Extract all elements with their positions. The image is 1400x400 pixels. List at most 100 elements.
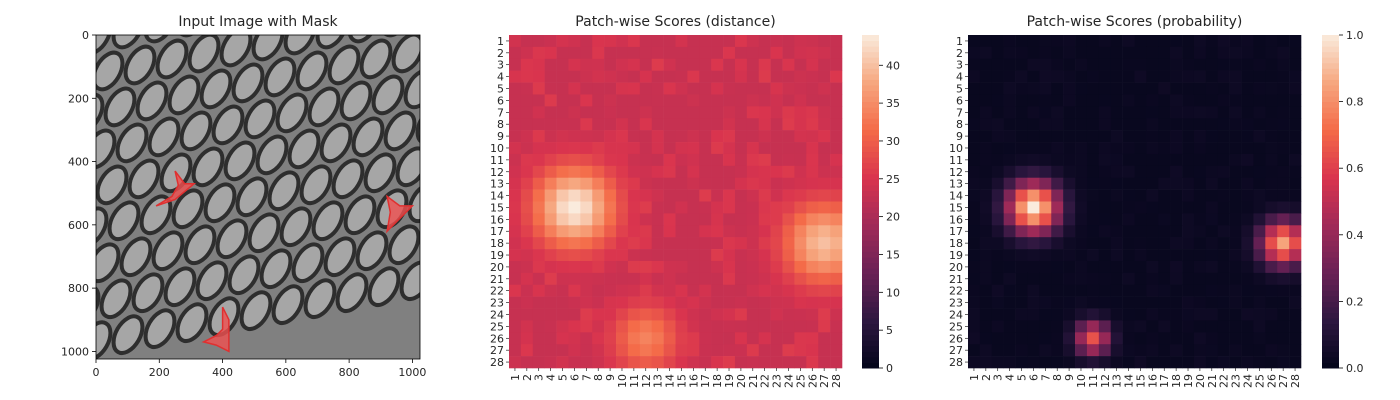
heatmap-cell	[675, 213, 688, 226]
heatmap-x-tick-label: 22	[1218, 374, 1231, 388]
heatmap-cell	[1086, 58, 1100, 71]
heatmap-cell	[639, 308, 653, 321]
heatmap-cell	[1015, 308, 1028, 321]
heatmap-cell	[663, 213, 676, 226]
heatmap-cell	[651, 260, 664, 274]
heatmap-cell	[639, 177, 653, 190]
colorbar-segment	[862, 312, 879, 319]
heatmap-cell	[1229, 284, 1242, 297]
heatmap-cell	[1217, 118, 1230, 131]
heatmap-cell	[1027, 225, 1040, 238]
heatmap-cell	[991, 118, 1004, 131]
heatmap-cell	[734, 356, 748, 369]
heatmap-cell	[627, 213, 641, 226]
heatmap-cell	[1027, 201, 1040, 214]
heatmap-cell	[627, 142, 641, 155]
heatmap-cell	[1134, 35, 1147, 48]
colorbar-segment	[862, 107, 879, 114]
heatmap-cell	[723, 82, 736, 95]
heatmap-cell	[723, 332, 736, 345]
heatmap-cell	[1003, 130, 1016, 143]
heatmap-cell	[1217, 213, 1230, 226]
heatmap-cell	[734, 344, 748, 357]
heatmap-cell	[532, 46, 545, 60]
heatmap-cell	[556, 82, 569, 95]
heatmap-cell	[1241, 58, 1254, 71]
heatmap-cell	[1289, 142, 1302, 155]
heatmap-cell	[1122, 106, 1135, 119]
heatmap-cell	[1098, 249, 1112, 262]
mesh-cell	[160, 0, 201, 4]
mask-region-1	[155, 170, 197, 207]
heatmap-cell	[1086, 344, 1100, 357]
heatmap-cell	[968, 284, 981, 297]
heatmap-cell	[758, 118, 771, 131]
heatmap-cell	[520, 260, 534, 274]
heatmap-cell	[675, 356, 688, 369]
heatmap-cell	[1241, 46, 1254, 60]
heatmap-y-tick-label: 15	[490, 201, 504, 214]
heatmap-y-tick-label: 11	[490, 154, 504, 167]
heatmap-cell	[770, 308, 783, 321]
heatmap-cell	[1193, 153, 1207, 167]
heatmap-cell	[544, 106, 557, 119]
colorbar-segment	[1322, 257, 1339, 264]
heatmap-cell	[1086, 249, 1100, 262]
heatmap-cell	[627, 249, 641, 262]
heatmap-cell	[663, 177, 676, 190]
heatmap-y-tick-label: 27	[949, 344, 963, 357]
heatmap-cell	[1170, 130, 1183, 143]
heatmap-cell	[734, 118, 748, 131]
mesh-cell	[171, 188, 205, 230]
heatmap-cell	[639, 189, 653, 202]
heatmap-cell	[818, 308, 831, 321]
heatmap-cell	[1015, 82, 1028, 95]
colorbar-segment	[1322, 151, 1339, 158]
heatmap-cell	[580, 237, 593, 250]
heatmap-cell	[1289, 260, 1302, 274]
heatmap-cell	[1170, 308, 1183, 321]
heatmap-cell	[1265, 189, 1278, 202]
heatmap-cell	[544, 249, 557, 262]
colorbar-segment	[1322, 62, 1339, 69]
heatmap-cell	[746, 94, 760, 107]
heatmap-cell	[830, 272, 843, 286]
heatmap-y-tick-label: 3	[956, 59, 963, 72]
heatmap-cell	[663, 320, 676, 333]
heatmap-cell	[1253, 130, 1266, 143]
mesh-cell	[155, 38, 189, 80]
heatmap-cell	[991, 201, 1004, 214]
heatmap-cell	[639, 165, 653, 179]
heatmap-cell	[1170, 332, 1183, 345]
heatmap-cell	[1289, 106, 1302, 119]
mesh-cell	[235, 176, 269, 218]
colorbar-segment	[1322, 229, 1339, 236]
heatmap-cell	[592, 213, 605, 226]
heatmap-cell	[616, 165, 629, 179]
heatmap-x-tick-label: 3	[992, 374, 1005, 381]
heatmap-cell	[520, 332, 534, 345]
mesh-cell	[28, 174, 69, 221]
heatmap-cell	[1051, 201, 1064, 214]
heatmap-cell	[1205, 165, 1219, 179]
mesh-cell	[96, 320, 113, 359]
heatmap-cell	[968, 35, 981, 48]
heatmap-cell	[1015, 130, 1028, 143]
heatmap-cell	[639, 35, 653, 48]
mesh-cell	[215, 218, 249, 260]
colorbar-segment	[862, 168, 879, 175]
heatmap-cell	[1146, 344, 1159, 357]
heatmap-cell	[687, 153, 700, 167]
heatmap-cell	[711, 201, 724, 214]
heatmap-cell	[1182, 153, 1195, 167]
colorbar-segment	[1322, 240, 1339, 247]
colorbar-segment	[862, 184, 879, 191]
heatmap-cell	[746, 142, 760, 155]
heatmap-cell	[1075, 260, 1088, 274]
heatmap-cell	[639, 296, 653, 309]
heatmap-cell	[1289, 94, 1302, 107]
heatmap-cell	[830, 249, 843, 262]
heatmap-cell	[663, 344, 676, 357]
heatmap-cell	[675, 165, 688, 179]
heatmap-cell	[1229, 332, 1242, 345]
